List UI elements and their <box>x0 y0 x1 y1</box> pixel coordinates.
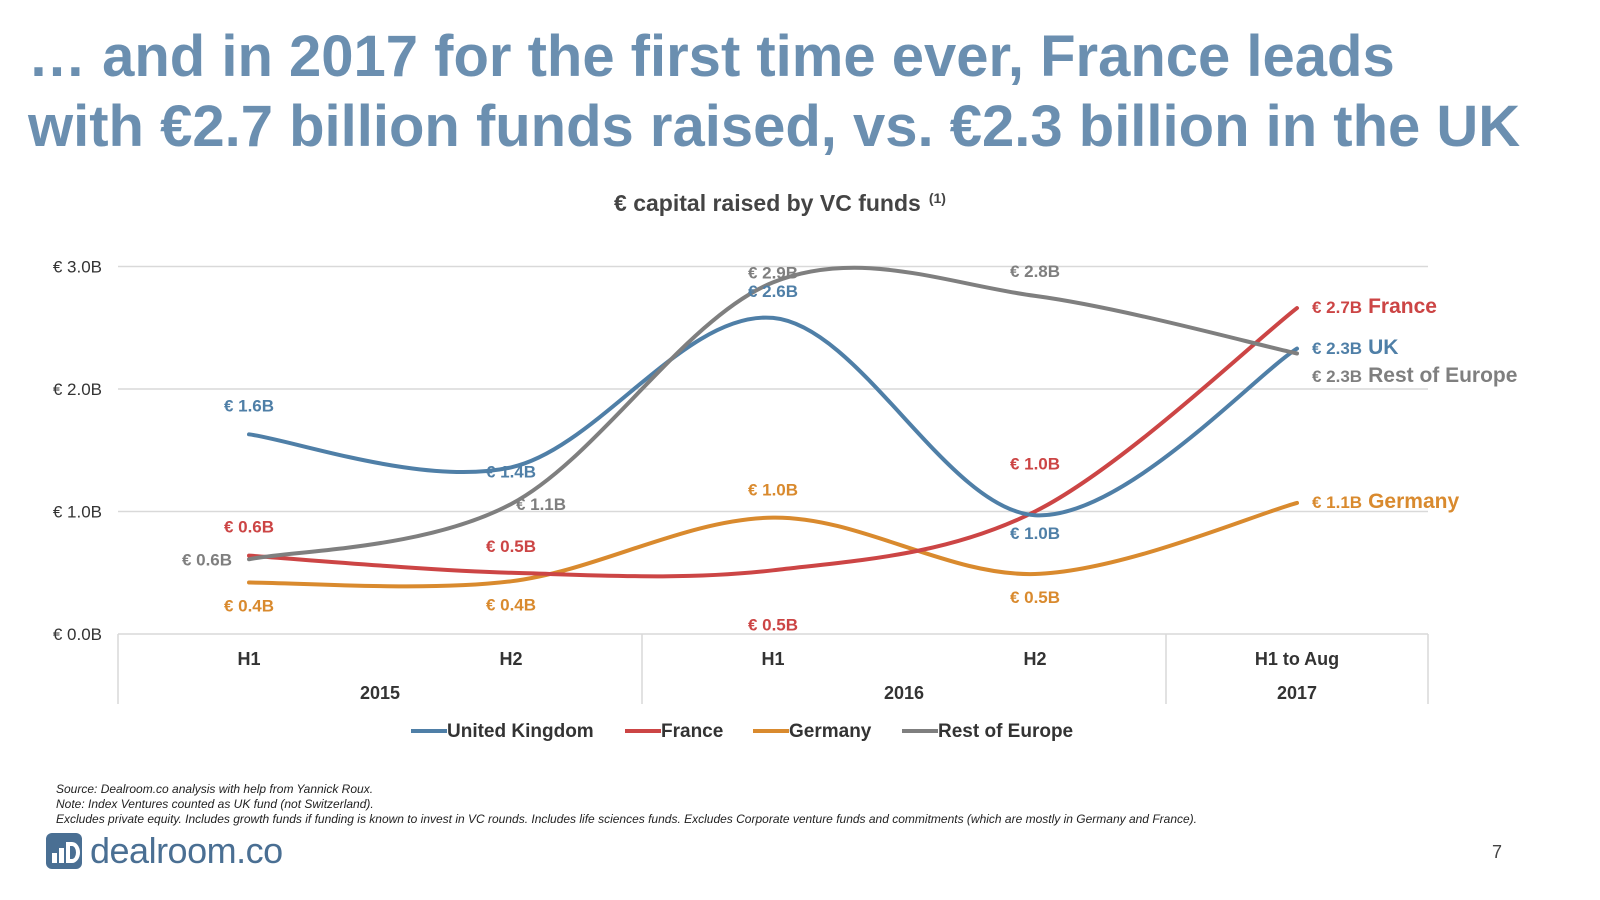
data-label-united-kingdom: € 1.0B <box>1010 524 1060 543</box>
data-label-germany: € 1.0B <box>748 481 798 500</box>
data-label-germany: € 0.4B <box>224 597 274 616</box>
data-label-united-kingdom: € 1.4B <box>486 462 536 481</box>
end-label-germany: € 1.1B Germany <box>1312 490 1459 513</box>
data-label-rest-of-europe: € 2.9B <box>748 263 798 282</box>
y-tick-label: € 0.0B <box>53 625 102 644</box>
y-tick-label: € 3.0B <box>53 258 102 277</box>
x-group-label: 2015 <box>360 683 400 703</box>
end-series-name-france: France <box>1368 295 1437 318</box>
footnote-exclusions: Excludes private equity. Includes growth… <box>56 812 1197 826</box>
series-lines <box>247 265 1299 589</box>
x-tick-label: H2 <box>1023 649 1046 669</box>
data-label-france: € 1.0B <box>1010 455 1060 474</box>
end-series-name-germany: Germany <box>1368 490 1459 513</box>
chart-title: € capital raised by VC funds (1) <box>614 190 946 216</box>
legend-label-france: France <box>661 721 723 742</box>
x-tick-label: H1 <box>761 649 784 669</box>
end-label-united-kingdom: € 2.3B UK <box>1312 336 1398 359</box>
series-line-france <box>247 306 1299 579</box>
end-value-france: € 2.7B <box>1312 298 1362 317</box>
x-tick-label: H1 to Aug <box>1255 649 1339 669</box>
footnotes: Source: Dealroom.co analysis with help f… <box>56 782 1197 827</box>
data-label-germany: € 0.4B <box>486 595 536 614</box>
dealroom-logo-text: dealroom.co <box>90 830 283 871</box>
end-series-name-united-kingdom: UK <box>1368 336 1398 359</box>
legend: United Kingdom France Germany Rest of Europ… <box>411 721 1073 742</box>
end-label-rest-of-europe: € 2.3B Rest of Europe <box>1312 364 1517 387</box>
footnote-note: Note: Index Ventures counted as UK fund … <box>56 797 374 811</box>
data-label-united-kingdom: € 1.6B <box>224 396 274 415</box>
y-tick-label: € 1.0B <box>53 503 102 522</box>
data-label-rest-of-europe: € 1.1B <box>516 495 566 514</box>
x-tick-label: H1 <box>237 649 260 669</box>
slide-title-line-1: … and in 2017 for the first time ever, F… <box>28 24 1395 89</box>
gridlines: € 0.0B € 1.0B € 2.0B € 3.0B <box>53 258 1428 644</box>
end-value-united-kingdom: € 2.3B <box>1312 339 1362 358</box>
x-axis: H1 H2 H1 H2 H1 to Aug 2015 2016 2017 <box>117 634 1429 704</box>
end-value-rest-of-europe: € 2.3B <box>1312 367 1362 386</box>
data-label-france: € 0.5B <box>748 615 798 634</box>
data-label-united-kingdom: € 2.6B <box>748 282 798 301</box>
x-group-label: 2017 <box>1277 683 1317 703</box>
series-line-rest-of-europe <box>247 265 1299 562</box>
dealroom-logo-icon <box>46 833 82 869</box>
chart-title-text: € capital raised by VC funds <box>614 190 921 216</box>
legend-label-rest-of-europe: Rest of Europe <box>938 721 1073 742</box>
chart: € capital raised by VC funds (1) € 0.0B€ … <box>53 190 1518 742</box>
end-label-france: € 2.7B France <box>1312 295 1437 318</box>
series-line-united-kingdom <box>247 315 1299 518</box>
legend-label-germany: Germany <box>789 721 872 742</box>
data-label-rest-of-europe: € 2.8B <box>1010 262 1060 281</box>
data-label-rest-of-europe: € 0.6B <box>182 550 232 569</box>
chart-title-superscript: (1) <box>929 190 946 206</box>
legend-label-united-kingdom: United Kingdom <box>447 721 594 742</box>
data-label-france: € 0.5B <box>486 537 536 556</box>
dealroom-logo[interactable]: dealroom.co <box>46 830 283 872</box>
slide-title: … and in 2017 for the first time ever, F… <box>28 22 1588 162</box>
end-value-germany: € 1.1B <box>1312 493 1362 512</box>
slide-title-line-2: with €2.7 billion funds raised, vs. €2.3… <box>28 94 1521 159</box>
footnote-source: Source: Dealroom.co analysis with help f… <box>56 782 374 796</box>
series-line-germany <box>247 500 1299 589</box>
x-tick-label: H2 <box>499 649 522 669</box>
data-label-france: € 0.6B <box>224 518 274 537</box>
end-series-name-rest-of-europe: Rest of Europe <box>1368 364 1517 387</box>
data-label-germany: € 0.5B <box>1010 588 1060 607</box>
page-number: 7 <box>1492 842 1503 862</box>
y-tick-label: € 2.0B <box>53 380 102 399</box>
x-group-label: 2016 <box>884 683 924 703</box>
data-labels: € 1.6B € 1.4B € 2.6B € 1.0B € 2.3B UK € 0.6B € … <box>182 262 1518 634</box>
